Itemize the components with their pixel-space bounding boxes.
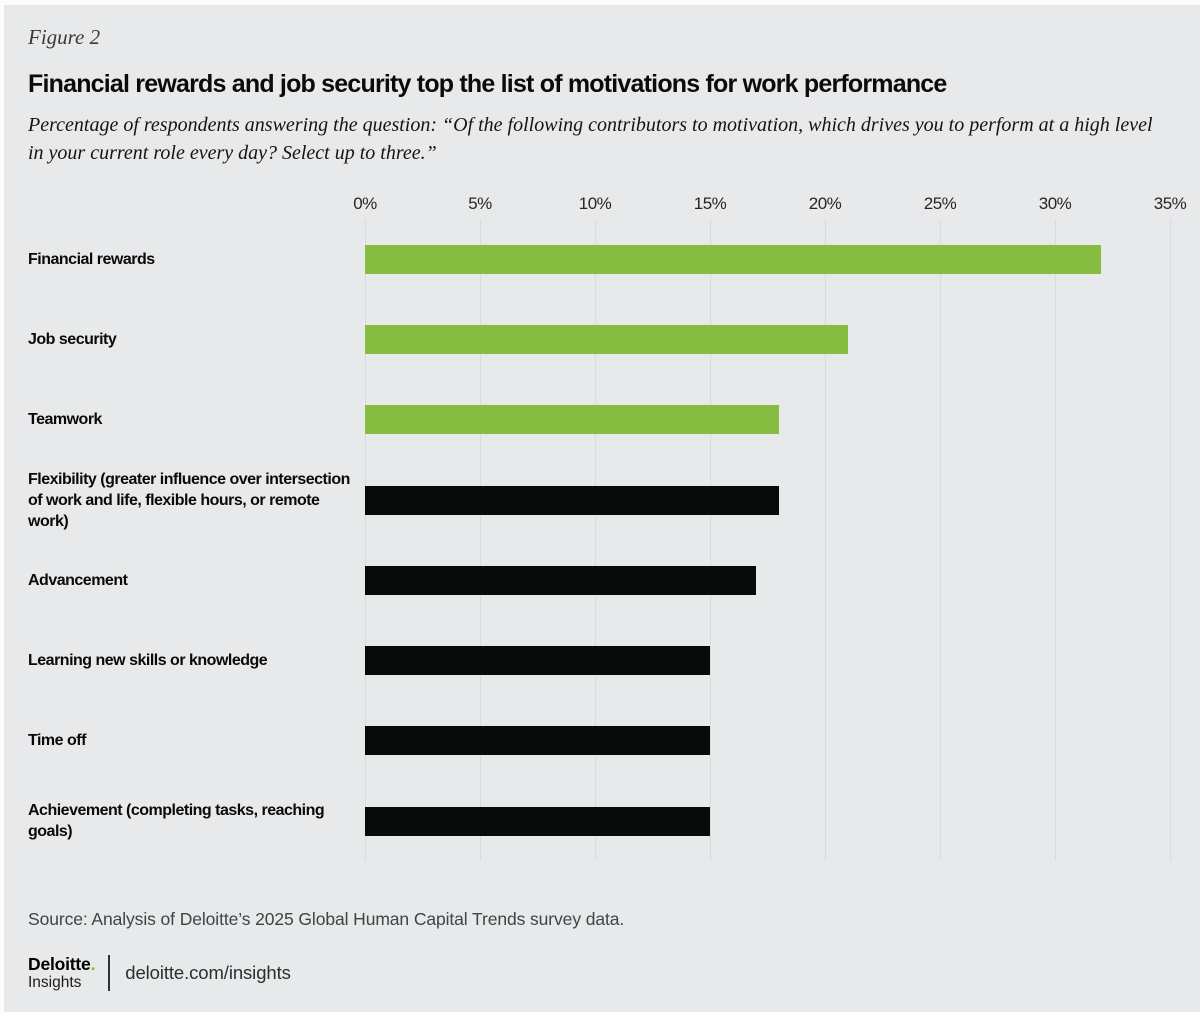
x-axis-tick: 10% <box>578 194 612 214</box>
gridline <box>824 219 826 862</box>
gridline <box>939 219 941 862</box>
bar-row <box>365 781 1170 861</box>
logo-brand: Deloitte. <box>28 955 95 973</box>
bar-row <box>365 620 1170 700</box>
bar-row <box>365 460 1170 540</box>
bar-row <box>365 299 1170 379</box>
gridline <box>1054 219 1056 862</box>
logo-green-dot: . <box>90 954 96 975</box>
bar <box>365 244 1101 274</box>
x-axis: 0% 5% 10% 15% 20% 25% 30% 35% <box>353 175 1187 219</box>
x-axis-tick: 35% <box>1153 194 1187 214</box>
x-axis-tick: 0% <box>353 194 377 214</box>
gridline <box>364 219 366 862</box>
bar <box>365 726 710 756</box>
x-axis-tick: 15% <box>693 194 727 214</box>
insights-link: deloitte.com/insights <box>125 962 291 984</box>
logo-sub: Insights <box>28 973 82 991</box>
bar <box>365 806 710 836</box>
bar-row <box>365 540 1170 620</box>
footer: Deloitte. Insights deloitte.com/insights <box>28 955 1176 992</box>
category-label: Financial rewards <box>28 250 155 268</box>
category-label: Achievement (completing tasks, reaching … <box>28 802 325 841</box>
deloitte-insights-logo: Deloitte. Insights <box>28 955 95 991</box>
chart-title: Financial rewards and job security top t… <box>28 70 947 98</box>
bar <box>365 405 779 435</box>
category-label: Teamwork <box>28 411 102 429</box>
bar-chart: 0% 5% 10% 15% 20% 25% 30% 35% Financial rewards… <box>28 175 1187 862</box>
bar-row <box>365 701 1170 781</box>
plot-gridlines <box>364 219 1171 862</box>
x-axis-tick: 5% <box>468 194 492 214</box>
figure-label: Figure 2 <box>28 25 101 49</box>
bar <box>365 325 848 355</box>
bar <box>365 485 779 515</box>
bars <box>365 219 1170 861</box>
bar-row <box>365 219 1170 299</box>
gridline <box>709 219 711 862</box>
chart-body: Financial rewards Job security Teamwork Fle… <box>28 219 1176 862</box>
gridline <box>1169 219 1171 862</box>
category-label: Learning new skills or knowledge <box>28 652 268 670</box>
category-labels: Financial rewards Job security Teamwork Fle… <box>28 219 365 861</box>
chart-subtitle: Percentage of respondents answering the … <box>28 114 1153 164</box>
category-label: Job security <box>28 331 117 349</box>
gridline <box>594 219 596 862</box>
category-label: Flexibility (greater influence over inte… <box>28 470 350 530</box>
category-label: Time off <box>28 732 86 750</box>
x-axis-tick: 20% <box>808 194 842 214</box>
category-label: Advancement <box>28 571 128 589</box>
logo-divider <box>108 955 111 992</box>
x-axis-tick: 25% <box>923 194 957 214</box>
source-note: Source: Analysis of Deloitte’s 2025 Glob… <box>28 909 625 930</box>
gridline <box>479 219 481 862</box>
bar-row <box>365 380 1170 460</box>
x-axis-tick: 30% <box>1038 194 1072 214</box>
bar <box>365 646 710 676</box>
logo-brand-text: Deloitte <box>28 954 91 975</box>
bar <box>365 565 756 595</box>
plot-area <box>364 219 1171 862</box>
